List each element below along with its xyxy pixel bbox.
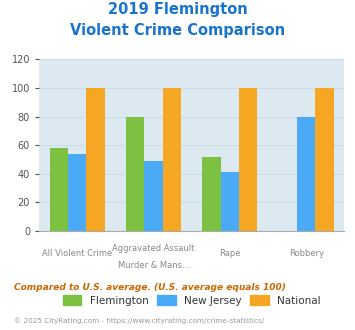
Bar: [297, 116, 315, 231]
Text: Murder & Mans...: Murder & Mans...: [118, 261, 190, 270]
Text: Robbery: Robbery: [289, 249, 324, 258]
Text: Aggravated Assault: Aggravated Assault: [112, 244, 195, 253]
Bar: [221, 172, 239, 231]
Bar: [315, 88, 334, 231]
Text: © 2025 CityRating.com - https://www.cityrating.com/crime-statistics/: © 2025 CityRating.com - https://www.city…: [14, 317, 264, 324]
Text: Violent Crime Comparison: Violent Crime Comparison: [70, 23, 285, 38]
Text: Rape: Rape: [219, 249, 241, 258]
Text: All Violent Crime: All Violent Crime: [42, 249, 112, 258]
Bar: [68, 154, 86, 231]
Bar: [144, 161, 163, 231]
Legend: Flemington, New Jersey, National: Flemington, New Jersey, National: [59, 291, 325, 310]
Bar: [202, 157, 221, 231]
Bar: [50, 148, 68, 231]
Text: Compared to U.S. average. (U.S. average equals 100): Compared to U.S. average. (U.S. average …: [14, 283, 286, 292]
Bar: [239, 88, 257, 231]
Bar: [86, 88, 105, 231]
Bar: [126, 116, 144, 231]
Bar: [163, 88, 181, 231]
Text: 2019 Flemington: 2019 Flemington: [108, 2, 247, 16]
